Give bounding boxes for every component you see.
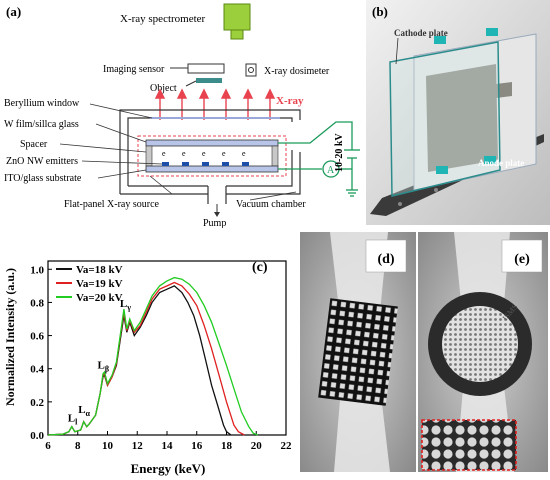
leader-lines [59, 103, 297, 201]
y-tick-label: 0.4 [30, 364, 44, 376]
svg-text:e: e [202, 149, 206, 158]
series-line-1 [47, 285, 232, 436]
series-lines [47, 276, 258, 436]
x-tick-label: 14 [162, 440, 174, 452]
x-tick-label: 18 [221, 440, 233, 452]
x-tick-label: 6 [45, 440, 51, 452]
legend-entry: Va=19 kV [76, 278, 123, 290]
xray-arrows [154, 88, 276, 120]
y-tick-label: 1.0 [30, 264, 44, 276]
y-tick-label: 0.2 [30, 397, 44, 409]
cathode-plate-shape [389, 41, 501, 197]
peak-label: Lα [78, 404, 90, 418]
radiograph-panel-e: ISMS (e) [418, 232, 548, 472]
y-tick-label: 0.8 [30, 297, 44, 309]
source-label: Flat-panel X-ray source [64, 199, 160, 210]
spacer-label: Spacer [20, 139, 48, 150]
metal-mesh [318, 298, 398, 406]
circuit [278, 121, 360, 197]
wfilm-label: W film/sillca glass [4, 119, 79, 130]
panel-e-tag: (e) [514, 252, 530, 267]
zoom-inset [421, 419, 517, 471]
peak-label: Lβ [98, 359, 110, 373]
x-axis-label: Energy (keV) [131, 461, 206, 476]
svg-text:e: e [182, 149, 186, 158]
peak-label: Lγ [120, 298, 131, 312]
x-tick-label: 20 [251, 440, 263, 452]
dosimeter-icon [245, 63, 257, 77]
xray-source [137, 135, 287, 177]
xray-label: X-ray [276, 95, 304, 107]
x-tick-label: 10 [102, 440, 114, 452]
panel-a-tag: (a) [6, 4, 21, 19]
beryllium-label: Beryllium window [4, 98, 80, 109]
x-tick-label: 8 [75, 440, 81, 452]
imaging-sensor-icon [187, 63, 225, 83]
cathode-label: Cathode plate [394, 28, 448, 38]
svg-text:e: e [242, 149, 246, 158]
spectrometer-label: X-ray spectrometer [120, 13, 206, 25]
panel-d-tag: (d) [377, 252, 394, 267]
emitters-label: ZnO NW emitters [6, 156, 78, 167]
series-line-3 [47, 276, 258, 436]
x-tick-labels: 6 8 10 12 14 16 18 20 22 [45, 440, 292, 452]
electron-symbols: e e e e e [162, 149, 246, 158]
ammeter-symbol: A [327, 165, 335, 176]
legend-entry: Va=20 kV [76, 292, 123, 304]
dosimeter-label: X-ray dosimeter [264, 66, 330, 77]
schematic-panel-a: (a) X-ray spectrometer Imaging sensor Ob… [4, 3, 360, 228]
x-tick-label: 16 [191, 440, 203, 452]
y-tick-label: 0.0 [30, 430, 44, 442]
chamber-label: Vacuum chamber [236, 199, 306, 210]
substrate-label: ITO/glass substrate [4, 173, 82, 184]
spectrum-chart: 0.0 0.2 0.4 0.6 0.8 1.0 6 8 10 12 14 16 18 20 22 LlLα… [3, 260, 292, 476]
imaging-sensor-label: Imaging sensor [103, 64, 165, 75]
panel-c-tag: (c) [252, 260, 268, 275]
y-tick-label: 0.6 [30, 331, 44, 343]
peak-label: Ll [68, 412, 78, 426]
photo-panel-b: (b) Cathode plate Anode plate [366, 0, 550, 225]
svg-text:e: e [222, 149, 226, 158]
spectrometer-icon [223, 3, 251, 40]
legend-entry: Va=18 kV [76, 264, 123, 276]
y-axis-label: Normalized Intensity (a.u.) [3, 268, 17, 406]
voltage-label: 10-20 kV [334, 133, 345, 172]
y-tick-labels: 0.0 0.2 0.4 0.6 0.8 1.0 [30, 264, 44, 442]
plot-area [47, 260, 287, 436]
object-label: Object [150, 83, 177, 94]
legend: Va=18 kV Va=19 kV Va=20 kV [56, 264, 123, 304]
pump-label: Pump [203, 218, 226, 228]
radiograph-panel-d: (d) [300, 232, 416, 472]
svg-text:e: e [162, 149, 166, 158]
x-tick-label: 12 [132, 440, 144, 452]
x-tick-label: 22 [281, 440, 293, 452]
anode-label: Anode plate [478, 158, 524, 168]
panel-b-tag: (b) [372, 4, 388, 19]
